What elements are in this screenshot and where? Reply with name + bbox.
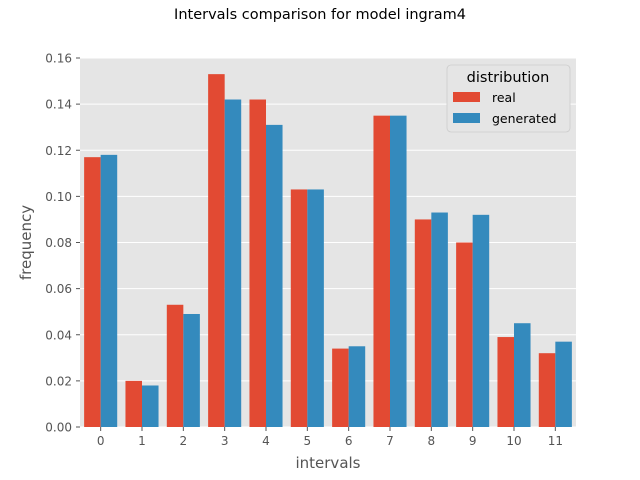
x-tick-label: 0: [97, 434, 105, 448]
x-tick-label: 8: [428, 434, 436, 448]
bar-generated: [142, 385, 159, 427]
y-tick-label: 0.02: [45, 374, 72, 388]
bars: [84, 74, 572, 428]
y-tick-label: 0.06: [45, 282, 72, 296]
bar-real: [497, 337, 514, 427]
bar-real: [538, 353, 556, 427]
bar-generated: [348, 346, 366, 427]
bar-generated: [514, 323, 531, 427]
bar-real: [456, 242, 473, 427]
x-tick-label: 5: [304, 434, 312, 448]
x-tick-label: 11: [548, 434, 563, 448]
bar-real: [290, 189, 308, 427]
x-tick-label: 1: [138, 434, 146, 448]
y-tick-label: 0.04: [45, 328, 72, 342]
x-tick-label: 7: [386, 434, 394, 448]
x-axis-label: intervals: [295, 454, 360, 472]
legend-swatch-real: [453, 92, 480, 102]
x-tick-label: 3: [221, 434, 229, 448]
bar-generated: [266, 124, 283, 427]
y-tick-label: 0.00: [45, 421, 72, 435]
y-axis-label: frequency: [17, 205, 35, 280]
y-tick-label: 0.10: [45, 190, 72, 204]
bar-generated: [390, 115, 407, 427]
y-tick-label: 0.16: [45, 52, 72, 66]
bar-real: [332, 348, 349, 427]
bar-generated: [100, 154, 118, 428]
bar-real: [84, 157, 101, 427]
x-tick-label: 6: [345, 434, 353, 448]
bar-real: [414, 219, 432, 427]
x-axis-ticks: 0 1 2 3 4 5 6 7 8 9 10 11: [97, 427, 563, 448]
bar-generated: [307, 189, 324, 427]
bar-generated: [183, 313, 200, 427]
x-tick-label: 10: [506, 434, 521, 448]
y-axis-ticks: 0.00 0.02 0.04 0.06 0.08 0.10 0.12 0.14 0.16: [45, 52, 80, 435]
y-tick-label: 0.12: [45, 144, 72, 158]
bar-real: [249, 99, 266, 427]
y-tick-label: 0.14: [45, 98, 72, 112]
bar-generated: [472, 214, 490, 427]
bar-real: [125, 380, 142, 427]
y-tick-label: 0.08: [45, 236, 72, 250]
bar-real: [166, 304, 184, 427]
bar-real: [373, 115, 390, 427]
x-tick-label: 2: [180, 434, 188, 448]
chart-title: Intervals comparison for model ingram4: [174, 7, 466, 23]
legend-label-real: real: [492, 90, 516, 105]
x-tick-label: 4: [262, 434, 270, 448]
x-tick-label: 9: [469, 434, 477, 448]
bar-generated: [224, 99, 242, 427]
legend-label-generated: generated: [492, 111, 557, 126]
legend-swatch-generated: [453, 113, 480, 123]
bar-real: [208, 74, 225, 428]
bar-generated: [555, 341, 572, 427]
bar-generated: [431, 212, 448, 427]
legend-title: distribution: [467, 70, 550, 86]
legend: distribution real generated: [446, 64, 571, 133]
